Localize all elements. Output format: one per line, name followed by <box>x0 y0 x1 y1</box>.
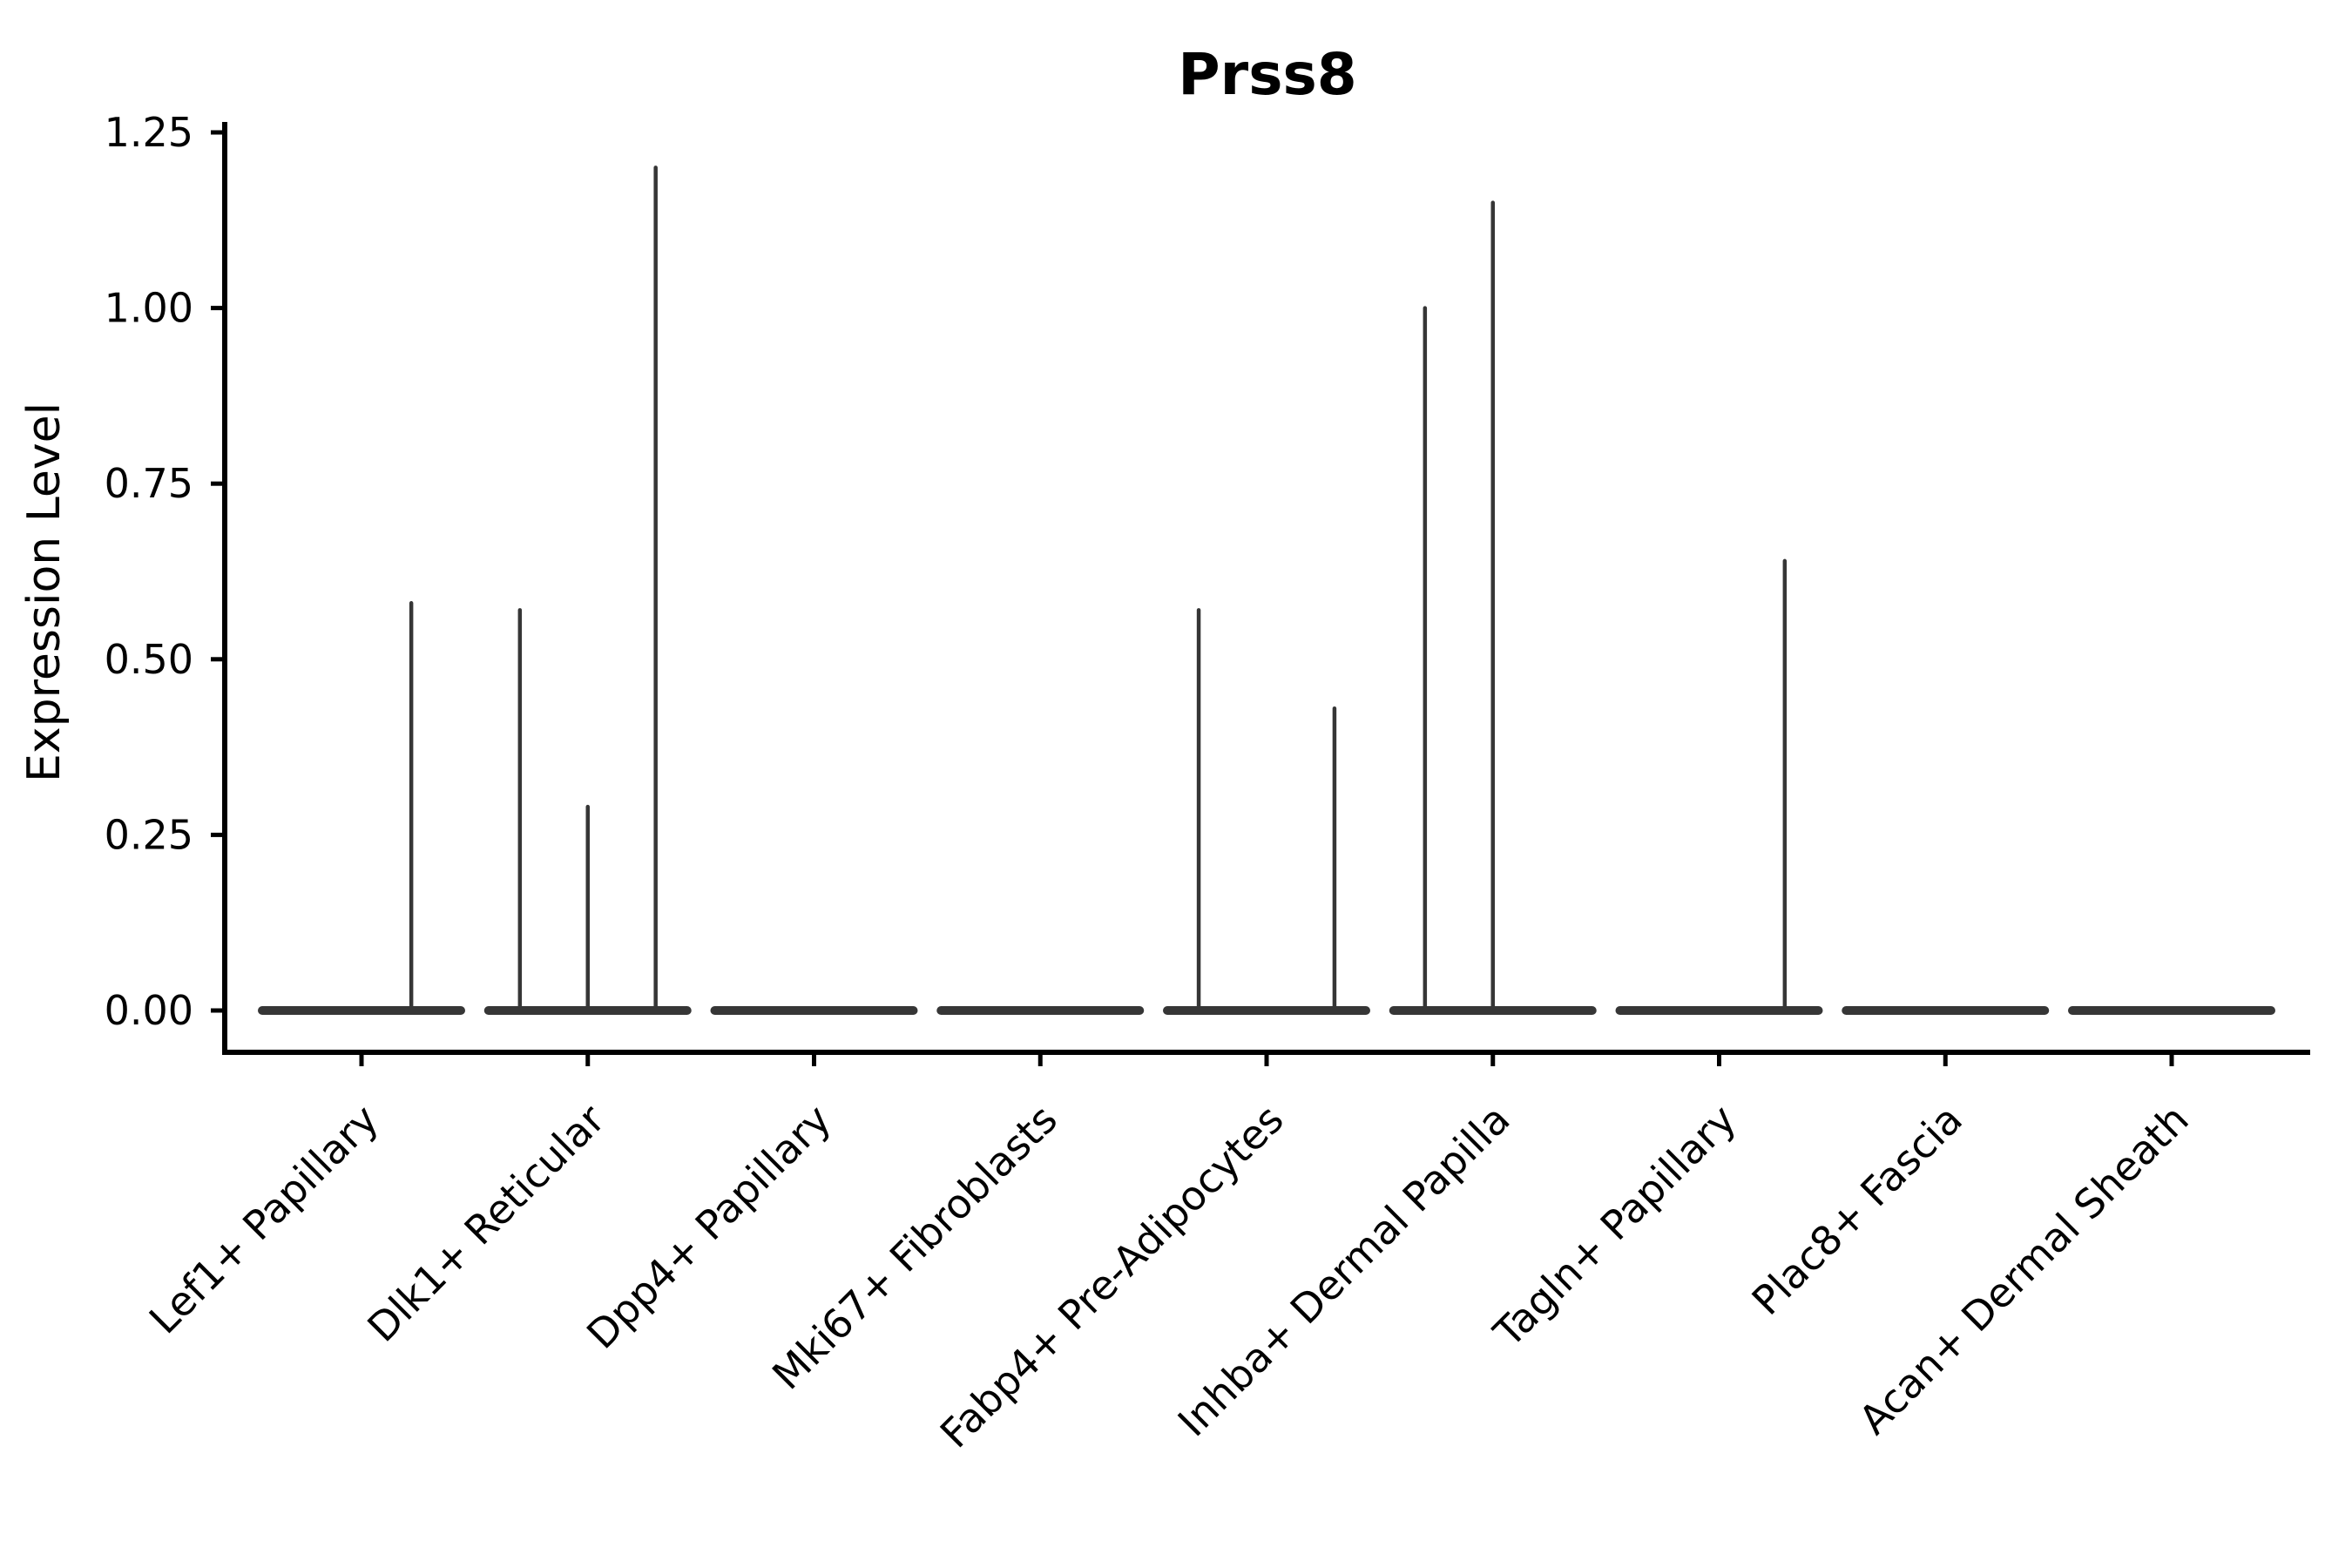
y-tick-label: 0.00 <box>105 987 193 1034</box>
y-tick-label: 1.25 <box>105 109 193 156</box>
x-tick-label: Plac8+ Fascia <box>1743 1096 1971 1324</box>
x-tick-label: Dpp4+ Papillary <box>578 1096 840 1358</box>
x-tick-label: Dlk1+ Reticular <box>358 1096 613 1351</box>
violins-layer <box>258 166 2275 1015</box>
x-tick-label: Lef1+ Papillary <box>140 1096 388 1343</box>
y-tick-label: 1.00 <box>105 285 193 332</box>
plot-title: Prss8 <box>1178 41 1356 108</box>
x-tick-label: Tagln+ Papillary <box>1484 1096 1746 1357</box>
y-tick-label: 0.50 <box>105 636 193 683</box>
y-axis-label: Expression Level <box>18 402 71 782</box>
y-tick-label: 0.75 <box>105 460 193 507</box>
axes <box>222 122 2310 1055</box>
y-tick-label: 0.25 <box>105 811 193 858</box>
